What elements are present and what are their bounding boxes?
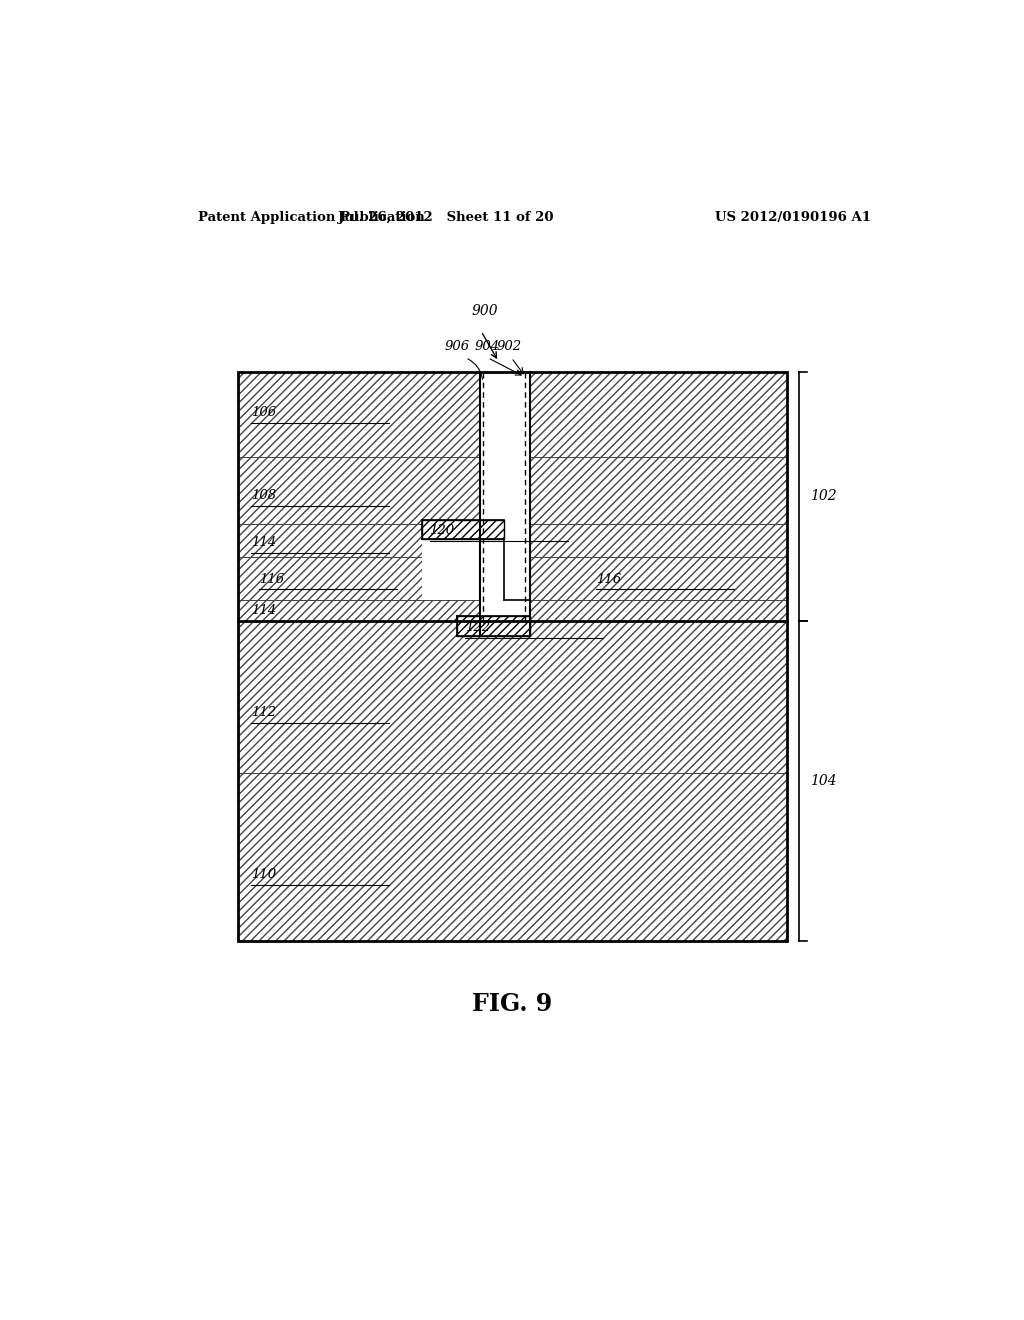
Bar xyxy=(238,557,480,599)
Text: Jul. 26, 2012   Sheet 11 of 20: Jul. 26, 2012 Sheet 11 of 20 xyxy=(338,211,553,224)
Text: 106: 106 xyxy=(251,407,276,418)
Bar xyxy=(480,372,529,620)
Text: 114: 114 xyxy=(251,605,276,618)
Text: 902: 902 xyxy=(497,339,521,352)
Text: 108: 108 xyxy=(251,490,276,503)
Text: Patent Application Publication: Patent Application Publication xyxy=(198,211,425,224)
Text: 114: 114 xyxy=(251,536,276,549)
Bar xyxy=(238,620,786,774)
Text: 110: 110 xyxy=(251,869,276,882)
Text: 102: 102 xyxy=(811,490,838,503)
Bar xyxy=(238,599,786,620)
Bar xyxy=(238,372,786,457)
Text: 120: 120 xyxy=(430,524,455,537)
Bar xyxy=(422,520,529,599)
Text: 116: 116 xyxy=(596,573,622,586)
Text: 122: 122 xyxy=(465,622,490,635)
Bar xyxy=(238,457,786,524)
Text: 104: 104 xyxy=(811,774,838,788)
Bar xyxy=(457,615,529,636)
Text: FIG. 9: FIG. 9 xyxy=(472,993,552,1016)
Text: 112: 112 xyxy=(251,706,276,719)
Text: 900: 900 xyxy=(472,304,499,318)
Text: US 2012/0190196 A1: US 2012/0190196 A1 xyxy=(715,211,871,224)
Text: 904: 904 xyxy=(475,339,500,352)
Text: 906: 906 xyxy=(444,339,470,352)
Bar xyxy=(238,524,786,557)
Bar xyxy=(238,774,786,941)
Bar xyxy=(457,615,529,636)
Bar xyxy=(422,520,504,539)
Bar xyxy=(238,372,786,941)
Bar xyxy=(529,557,786,599)
Text: 116: 116 xyxy=(259,573,284,586)
